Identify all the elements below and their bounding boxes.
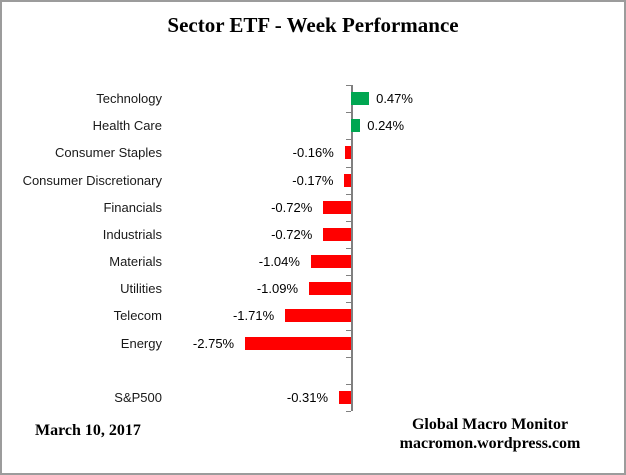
value-label: 0.47% [376,91,413,106]
bar-technology [351,92,370,105]
category-label: Consumer Discretionary [22,173,162,188]
footer-date: March 10, 2017 [35,422,141,439]
footer-brand: Global Macro Monitor macromon.wordpress.… [399,415,581,453]
value-label: -0.17% [292,173,334,188]
axis-tick [346,194,351,195]
value-label: -0.31% [286,390,329,405]
category-label: Consumer Staples [55,145,162,160]
category-label: Financials [103,200,162,215]
category-label: Health Care [92,118,162,133]
axis-tick [346,221,351,222]
value-label: -1.71% [232,308,275,323]
axis-tick [346,167,351,168]
category-label: Materials [109,254,162,269]
category-label: Energy [120,336,162,351]
category-label: Technology [96,91,162,106]
category-label: S&P500 [114,390,162,405]
chart-title: Sector ETF - Week Performance [167,13,459,37]
axis-tick [346,248,351,249]
axis-tick [346,357,351,358]
value-label: -0.72% [271,200,313,215]
category-axis-line [351,85,353,411]
bar-consumer-discretionary [344,174,351,187]
category-label: Industrials [102,227,162,242]
axis-tick [346,384,351,385]
value-label: -2.75% [192,336,235,351]
value-label: -0.16% [292,145,334,160]
value-label: 0.24% [367,118,405,133]
axis-tick [346,411,351,412]
footer-brand-url: macromon.wordpress.com [399,435,581,452]
bar-s-p500 [339,391,351,404]
axis-tick [346,112,351,113]
bar-industrials [323,228,351,241]
category-label: Telecom [113,308,162,323]
bar-telecom [285,309,351,322]
bar-materials [310,255,351,268]
value-label: -1.09% [256,281,299,296]
axis-tick [346,139,351,140]
bar-energy [245,337,351,350]
axis-tick [346,275,351,276]
category-label: Utilities [120,281,162,296]
bar-consumer-staples [344,146,351,159]
axis-tick [346,302,351,303]
bar-health-care [351,119,361,132]
value-label: -1.04% [258,254,300,269]
axis-tick [346,85,351,86]
bar-financials [323,201,351,214]
footer-brand-name: Global Macro Monitor [411,416,569,433]
axis-tick [346,330,351,331]
value-label: -0.72% [271,227,313,242]
bar-utilities [309,282,351,295]
